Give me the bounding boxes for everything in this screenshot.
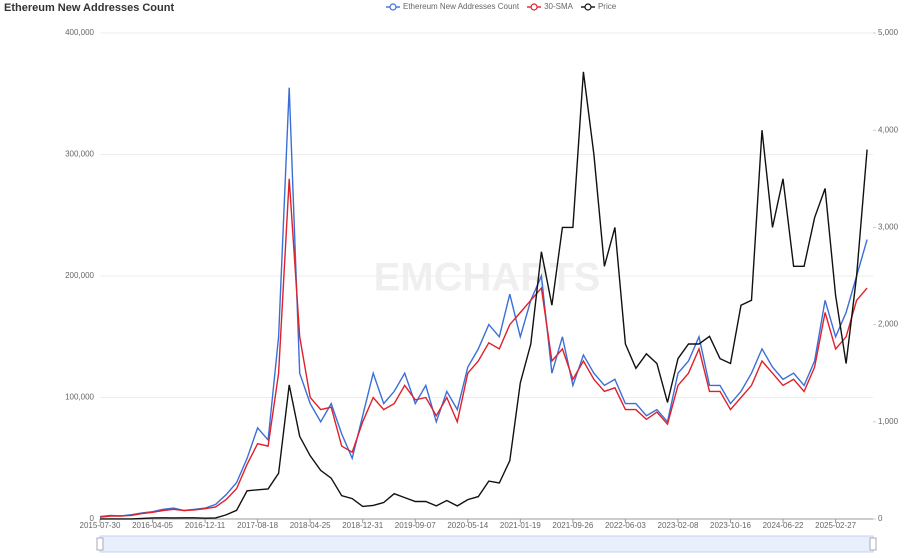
y-tick-label: 100,000 <box>65 393 94 402</box>
series-line <box>99 178 868 518</box>
zoom-handle[interactable] <box>96 537 104 551</box>
x-tick-label: 2015-07-30 <box>80 521 121 530</box>
zoom-handle[interactable] <box>869 537 877 551</box>
legend-label: Price <box>598 2 617 11</box>
y2-tick-label: 3,000 <box>878 223 899 232</box>
legend-item[interactable]: Price <box>580 2 617 11</box>
y-tick-label: 0 <box>90 514 95 523</box>
legend-label: Ethereum New Addresses Count <box>403 2 520 11</box>
x-tick-label: 2016-04-05 <box>132 521 173 530</box>
legend-label: 30-SMA <box>544 2 574 11</box>
y2-tick-label: 1,000 <box>878 417 899 426</box>
y2-tick-label: 0 <box>878 514 883 523</box>
x-tick-label: 2022-06-03 <box>605 521 646 530</box>
watermark: EMCHARTS <box>374 256 601 300</box>
y-tick-label: 300,000 <box>65 150 94 159</box>
x-tick-label: 2025-02-27 <box>815 521 856 530</box>
legend-item[interactable]: 30-SMA <box>527 2 574 11</box>
legend-item[interactable]: Ethereum New Addresses Count <box>386 2 520 11</box>
legend-marker <box>530 3 538 11</box>
y-tick-label: 400,000 <box>65 28 94 37</box>
x-tick-label: 2023-02-08 <box>658 521 699 530</box>
series-line <box>99 87 868 518</box>
x-tick-label: 2021-09-26 <box>552 521 593 530</box>
x-tick-label: 2018-12-31 <box>342 521 383 530</box>
y2-tick-label: 5,000 <box>878 28 899 37</box>
legend-marker <box>584 3 592 11</box>
x-tick-label: 2023-10-16 <box>710 521 751 530</box>
y-tick-label: 200,000 <box>65 271 94 280</box>
y2-tick-label: 4,000 <box>878 125 899 134</box>
x-tick-label: 2019-09-07 <box>395 521 436 530</box>
chart-title: Ethereum New Addresses Count <box>4 2 174 14</box>
x-tick-label: 2018-04-25 <box>290 521 331 530</box>
x-tick-label: 2016-12-11 <box>185 521 226 530</box>
y2-tick-label: 2,000 <box>878 320 899 329</box>
x-tick-label: 2021-01-19 <box>500 521 541 530</box>
data-zoom[interactable] <box>96 535 877 553</box>
x-tick-label: 2024-06-22 <box>763 521 804 530</box>
x-tick-label: 2017-08-18 <box>237 521 278 530</box>
x-tick-label: 2020-05-14 <box>447 521 488 530</box>
legend-marker <box>389 3 397 11</box>
zoom-track <box>99 535 874 553</box>
series-line <box>100 71 868 520</box>
